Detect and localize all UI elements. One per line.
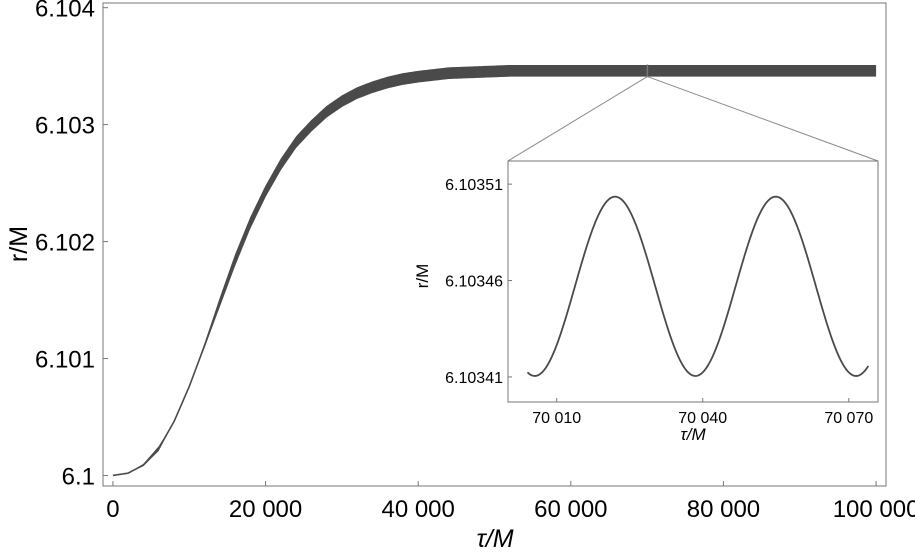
- inset-x-axis-label: τ/M: [680, 425, 706, 444]
- main-y-tick-label: 6.101: [35, 347, 95, 374]
- main-x-tick-label: 0: [106, 496, 119, 523]
- main-y-axis-ticks: 6.1 6.101 6.102 6.103 6.104: [35, 0, 108, 490]
- main-plot: 0 20 000 40 000 60 000 80 000 100 000 6.1 6.10…: [5, 0, 915, 553]
- inset-x-axis-ticks: 70 010 70 040 70 070: [532, 398, 873, 427]
- main-x-tick-label: 20 000: [229, 496, 302, 523]
- main-series-line: [112, 70, 877, 477]
- inset-y-axis-ticks: 6.10341 6.10346 6.10351: [445, 177, 512, 387]
- inset-x-tick-label: 70 010: [532, 410, 581, 427]
- zoom-region-box: [646, 64, 649, 78]
- inset-x-tick-label: 70 070: [824, 410, 873, 427]
- main-x-axis-label: τ/M: [476, 525, 513, 553]
- main-x-axis-ticks: 0 20 000 40 000 60 000 80 000 100 000: [106, 481, 915, 523]
- inset-y-axis-label: r/M: [413, 264, 432, 289]
- main-plot-frame: [102, 2, 887, 487]
- main-y-tick-label: 6.103: [35, 113, 95, 140]
- inset-y-tick-label: 6.10351: [445, 177, 503, 194]
- zoom-connector-left: [507, 76, 648, 162]
- main-y-tick-label: 6.1: [62, 463, 95, 490]
- main-y-tick-label: 6.102: [35, 230, 95, 257]
- main-y-axis-label: r/M: [5, 226, 33, 262]
- main-x-tick-label: 40 000: [381, 496, 454, 523]
- inset-plot: 70 010 70 040 70 070 6.10341 6.10346 6.10351…: [413, 160, 879, 444]
- inset-y-tick-label: 6.10346: [445, 274, 503, 291]
- main-x-tick-label: 60 000: [534, 496, 607, 523]
- inset-y-tick-label: 6.10341: [445, 370, 503, 387]
- main-x-tick-label: 100 000: [833, 496, 915, 523]
- main-y-tick-label: 6.104: [35, 0, 95, 23]
- inset-plot-frame: [507, 160, 879, 403]
- inset-x-tick-label: 70 040: [678, 410, 727, 427]
- main-x-tick-label: 80 000: [687, 496, 760, 523]
- inset-series-line: [526, 195, 870, 377]
- zoom-connector-right: [647, 76, 879, 162]
